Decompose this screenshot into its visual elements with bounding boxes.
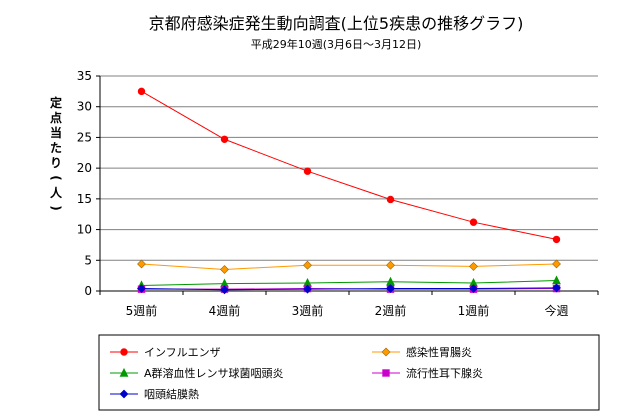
- data-point: [137, 284, 146, 293]
- y-tick-labels: 0 5 10 15 20 25 30 35: [77, 69, 92, 298]
- data-point: [386, 260, 395, 270]
- data-point: [469, 284, 478, 293]
- chart-title: 京都府感染症発生動向調査(上位5疾患の推移グラフ): [149, 14, 524, 33]
- legend-marker: [120, 348, 128, 356]
- y-tick-label: 15: [77, 192, 92, 206]
- data-point: [552, 259, 561, 269]
- legend-label: 咽頭結膜熱: [144, 387, 199, 401]
- legend-label: 流行性耳下腺炎: [406, 366, 483, 380]
- data-point: [303, 260, 312, 270]
- data-point: [220, 285, 229, 295]
- legend-marker: [382, 369, 390, 377]
- chart-subtitle: 平成29年10週(3月6日～3月12日): [251, 37, 422, 51]
- data-point: [137, 259, 146, 269]
- y-tick-label: 20: [77, 161, 92, 175]
- y-tick-label: 30: [77, 100, 92, 114]
- y-tick-label: 35: [77, 69, 92, 83]
- data-point: [386, 195, 395, 204]
- data-point: [220, 265, 229, 274]
- legend-marker: [119, 389, 129, 399]
- data-point: [469, 262, 478, 271]
- grid-lines: [96, 75, 598, 292]
- x-tick-label: 3週前: [292, 303, 324, 318]
- y-axis-label-char: 人: [50, 185, 63, 200]
- data-point: [552, 235, 561, 244]
- series-line: [141, 263, 557, 271]
- y-tick-label: 0: [84, 284, 92, 298]
- data-point: [303, 284, 312, 294]
- legend-label: 感染性胃腸炎: [406, 345, 472, 359]
- y-axis-label-char: (: [49, 175, 63, 180]
- x-tick-labels: 5週前 4週前 3週前 2週前 1週前 今週: [126, 303, 569, 318]
- plot-series: [137, 87, 561, 295]
- data-point: [469, 218, 478, 226]
- x-tick-label: 4週前: [209, 303, 241, 318]
- legend-marker: [119, 367, 129, 377]
- series-line: [141, 280, 557, 286]
- legend-marker: [381, 347, 391, 357]
- x-tick-label: 2週前: [375, 303, 407, 318]
- x-tick-label: 1週前: [458, 303, 490, 318]
- data-point: [220, 135, 229, 143]
- y-axis-label-char: 点: [50, 110, 62, 125]
- series-line: [141, 287, 557, 291]
- y-axis-label-char: り: [50, 156, 62, 170]
- y-tick-label: 10: [77, 223, 92, 237]
- y-tick-label: 5: [84, 253, 92, 267]
- y-axis-label-char: 定: [50, 95, 62, 110]
- y-axis-label-char: 当: [50, 125, 62, 140]
- legend-box: [98, 334, 600, 411]
- data-point: [386, 276, 395, 286]
- data-point: [303, 167, 312, 175]
- legend-label: A群溶血性レンサ球菌咽頭炎: [144, 366, 284, 380]
- axes: [99, 76, 599, 295]
- data-point: [552, 275, 561, 285]
- series-line: [141, 90, 557, 240]
- x-tick-label: 5週前: [126, 303, 158, 318]
- y-axis-label-char: ): [49, 205, 63, 210]
- legend-label: インフルエンザ: [144, 346, 221, 359]
- y-axis-label-char: た: [50, 141, 62, 155]
- x-tick-label: 今週: [544, 303, 568, 318]
- y-tick-label: 25: [77, 130, 92, 144]
- data-point: [552, 283, 561, 293]
- data-point: [386, 284, 395, 293]
- data-point: [137, 87, 146, 96]
